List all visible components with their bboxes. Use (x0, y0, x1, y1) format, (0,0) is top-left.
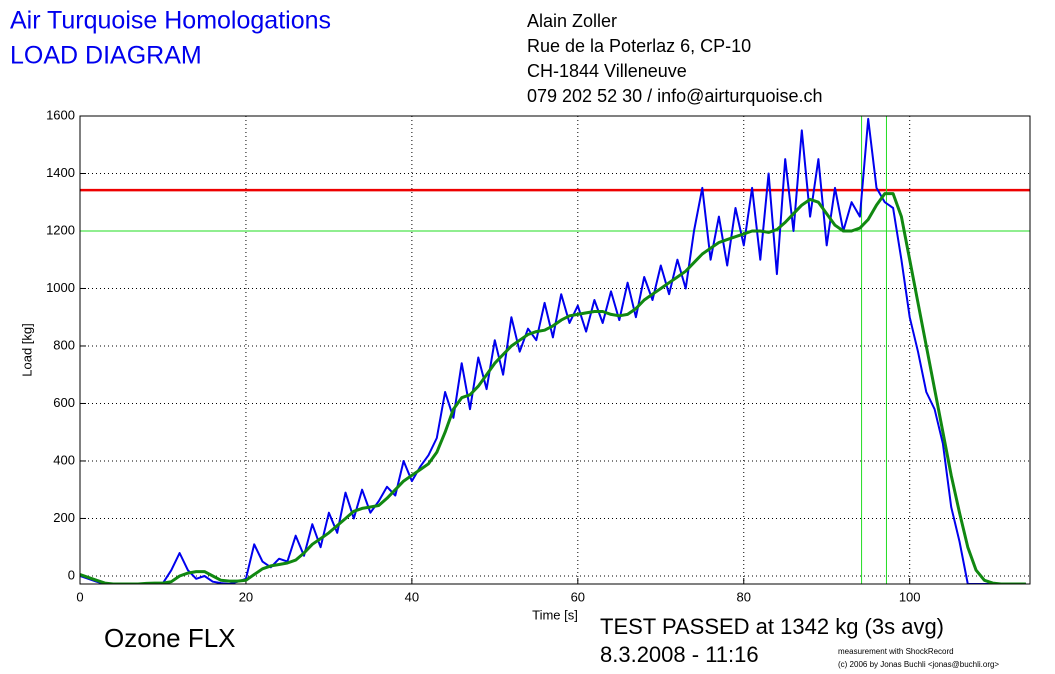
y-tick-label: 400 (53, 452, 75, 467)
x-tick-label: 100 (899, 589, 921, 604)
date: 8.3.2008 - 11:16 (600, 642, 759, 667)
y-tick-label: 1600 (46, 107, 75, 122)
y-tick-label: 1200 (46, 222, 75, 237)
chart-title: Air Turquoise Homologations (10, 7, 331, 35)
y-axis-label: Load [kg] (19, 323, 34, 377)
y-tick-label: 200 (53, 510, 75, 525)
y-tick-label: 0 (68, 567, 75, 582)
address-line: Rue de la Poterlaz 6, CP-10 (527, 36, 751, 56)
address-line: Alain Zoller (527, 11, 617, 31)
address-line: CH-1844 Villeneuve (527, 61, 687, 81)
glider-name: Ozone FLX (104, 623, 236, 653)
x-tick-label: 80 (737, 589, 751, 604)
x-tick-label: 60 (571, 589, 585, 604)
y-tick-label: 800 (53, 337, 75, 352)
plot-frame (79, 115, 1031, 585)
data-line (80, 192, 1026, 584)
credit: (c) 2006 by Jonas Buchli <jonas@buchli.o… (838, 660, 999, 669)
y-tick-label: 600 (53, 395, 75, 410)
plot-lines (80, 116, 1030, 584)
y-tick-label: 1400 (46, 165, 75, 180)
result: TEST PASSED at 1342 kg (3s avg) (600, 614, 944, 639)
x-tick-label: 40 (405, 589, 419, 604)
plot-area (80, 116, 1030, 584)
credit: measurement with ShockRecord (838, 647, 954, 656)
address-line: 079 202 52 30 / info@airturquoise.ch (527, 86, 822, 106)
x-tick-label: 20 (239, 589, 253, 604)
chart-subtitle: LOAD DIAGRAM (10, 42, 202, 70)
y-tick-label: 1000 (46, 280, 75, 295)
x-tick-label: 0 (76, 589, 83, 604)
x-axis-label: Time [s] (532, 607, 578, 622)
